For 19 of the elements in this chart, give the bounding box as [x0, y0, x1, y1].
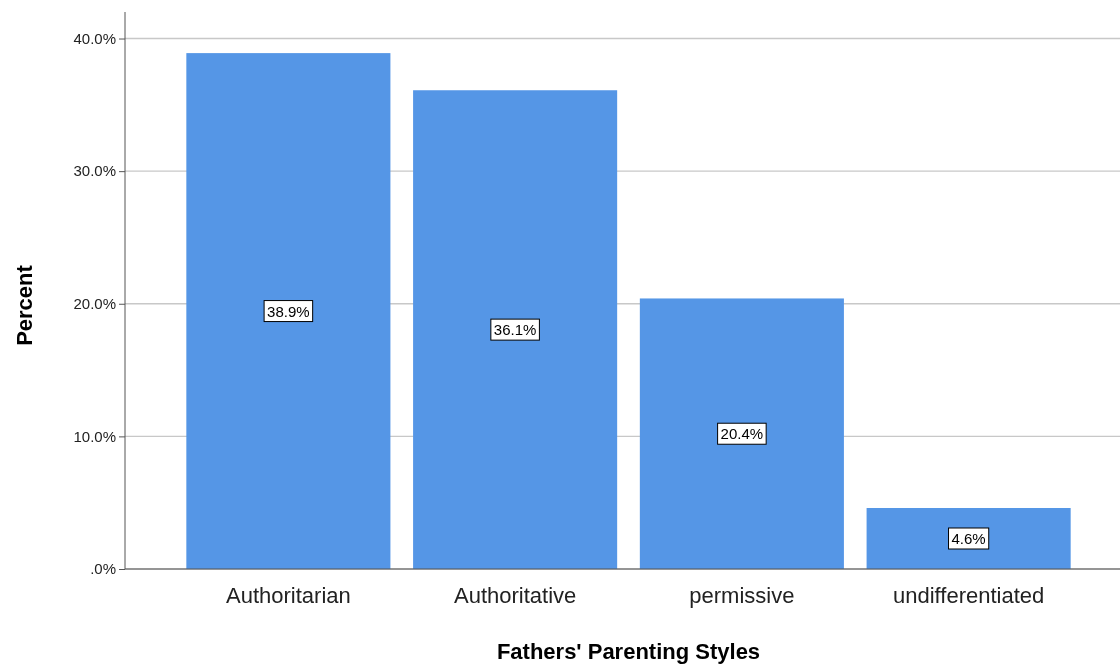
y-tick-label: 20.0% [73, 295, 116, 313]
bar [413, 90, 618, 569]
data-label: 38.9% [267, 302, 310, 320]
bar [866, 508, 1071, 569]
y-tick-label: 30.0% [73, 162, 116, 180]
bar [186, 53, 391, 569]
data-label: 36.1% [493, 321, 537, 339]
x-tick-label: permissive [689, 582, 795, 608]
data-label: 20.4% [720, 425, 764, 443]
y-tick-label: 40.0% [73, 29, 116, 47]
data-label: 4.6% [951, 530, 986, 547]
y-axis-title: Percent [12, 264, 37, 346]
x-tick-label: undifferentiated [892, 582, 1045, 608]
bar [639, 298, 844, 569]
x-axis-title: Fathers' Parenting Styles [496, 639, 761, 664]
x-tick-label: Authoritarian [226, 582, 351, 608]
y-tick-label: 10.0% [73, 427, 116, 445]
y-tick-label: .0% [90, 560, 116, 578]
x-tick-label: Authoritative [453, 582, 577, 608]
